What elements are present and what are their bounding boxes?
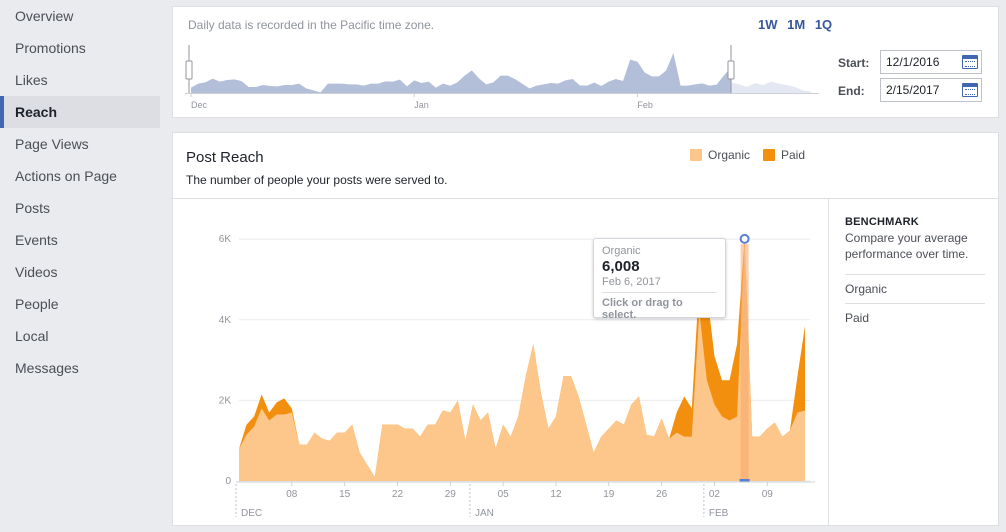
sidebar-item-people[interactable]: People	[15, 296, 59, 312]
period-links: 1W 1M 1Q	[758, 17, 838, 32]
sidebar-item-likes[interactable]: Likes	[15, 72, 48, 88]
sidebar-item-posts[interactable]: Posts	[15, 200, 51, 216]
tooltip-value: 6,008	[602, 258, 640, 275]
benchmark-description: Compare your average performance over ti…	[845, 231, 969, 261]
mini-month-label: Feb	[637, 100, 653, 110]
month-label: DEC	[241, 508, 262, 519]
tooltip-hint: Click or drag to select.	[602, 297, 683, 321]
x-tick-label: 19	[603, 489, 615, 500]
highlight-point	[739, 233, 750, 244]
organic-swatch	[690, 149, 702, 161]
sidebar-nav: Overview Promotions Likes Reach Page Views Ac…	[0, 0, 160, 532]
mini-month-label: Jan	[414, 100, 429, 110]
x-tick-label: 12	[550, 489, 562, 500]
sidebar-item-local[interactable]: Local	[15, 328, 49, 344]
start-date-input[interactable]: 12/1/2016	[880, 50, 982, 74]
range-overview-chart[interactable]: Dec Jan Feb	[183, 43, 823, 113]
end-date-value: 2/15/2017	[886, 83, 940, 97]
legend-paid-label: Paid	[781, 148, 806, 162]
y-tick-label: 4K	[219, 315, 232, 326]
y-tick-label: 6K	[219, 234, 232, 245]
sidebar-item-promotions[interactable]: Promotions	[15, 40, 86, 56]
legend-paid[interactable]: Paid	[763, 148, 805, 162]
tooltip-series: Organic	[602, 245, 641, 257]
legend-organic-label: Organic	[708, 148, 751, 162]
sidebar-item-reach[interactable]: Reach	[0, 96, 160, 128]
sidebar-item-actions-on-page[interactable]: Actions on Page	[15, 168, 117, 184]
post-reach-panel: Post Reach The number of people your pos…	[172, 132, 999, 526]
post-reach-header: Post Reach The number of people your pos…	[173, 133, 998, 199]
start-date-value: 12/1/2016	[886, 55, 940, 69]
x-tick-label: 05	[498, 489, 510, 500]
page-title: Post Reach	[186, 149, 264, 166]
post-reach-chart[interactable]: 0 2K 4K 6K 08 15 22 29 05 12 19 26 02 09 DEC JAN FEB	[173, 199, 828, 526]
post-reach-subtitle: The number of people your posts were ser…	[186, 173, 448, 187]
period-1q-link[interactable]: 1Q	[814, 17, 833, 32]
start-label: Start:	[838, 56, 870, 70]
sidebar-item-messages[interactable]: Messages	[15, 360, 79, 376]
x-tick-label: 15	[339, 489, 351, 500]
paid-swatch	[763, 149, 775, 161]
highlight-band	[740, 244, 749, 481]
sidebar-item-page-views[interactable]: Page Views	[15, 136, 89, 152]
tooltip-date: Feb 6, 2017	[602, 276, 717, 293]
period-1m-link[interactable]: 1M	[787, 17, 806, 32]
mini-month-label: Dec	[191, 100, 208, 110]
chart-tooltip: Organic 6,008 Feb 6, 2017 Click or drag …	[593, 238, 726, 321]
range-handle-end	[727, 60, 735, 80]
mini-area	[191, 52, 731, 93]
calendar-icon[interactable]	[962, 83, 978, 97]
x-tick-label: 29	[445, 489, 457, 500]
x-tick-label: 02	[709, 489, 721, 500]
month-label: JAN	[475, 508, 494, 519]
sidebar-item-overview[interactable]: Overview	[15, 8, 74, 24]
x-tick-label: 26	[656, 489, 668, 500]
range-handle-start	[185, 60, 193, 80]
timezone-note: Daily data is recorded in the Pacific ti…	[188, 18, 435, 32]
benchmark-panel: BENCHMARK Compare your average performan…	[828, 199, 999, 526]
date-range-panel: Daily data is recorded in the Pacific ti…	[172, 6, 999, 118]
mini-future-area	[731, 81, 811, 93]
y-tick-label: 2K	[219, 395, 232, 406]
y-tick-label: 0	[225, 476, 231, 487]
highlight-marker	[739, 479, 750, 482]
x-tick-label: 09	[762, 489, 774, 500]
sidebar-item-events[interactable]: Events	[15, 232, 58, 248]
x-tick-label: 08	[286, 489, 298, 500]
month-label: FEB	[709, 508, 729, 519]
calendar-icon[interactable]	[962, 55, 978, 69]
x-tick-label: 22	[392, 489, 404, 500]
period-1w-link[interactable]: 1W	[758, 17, 778, 32]
benchmark-title: BENCHMARK	[845, 216, 919, 228]
benchmark-organic[interactable]: Organic	[845, 274, 985, 303]
end-date-input[interactable]: 2/15/2017	[880, 78, 982, 102]
benchmark-paid[interactable]: Paid	[845, 303, 985, 332]
end-label: End:	[838, 84, 865, 98]
legend-organic[interactable]: Organic	[690, 148, 750, 162]
sidebar-item-videos[interactable]: Videos	[15, 264, 58, 280]
